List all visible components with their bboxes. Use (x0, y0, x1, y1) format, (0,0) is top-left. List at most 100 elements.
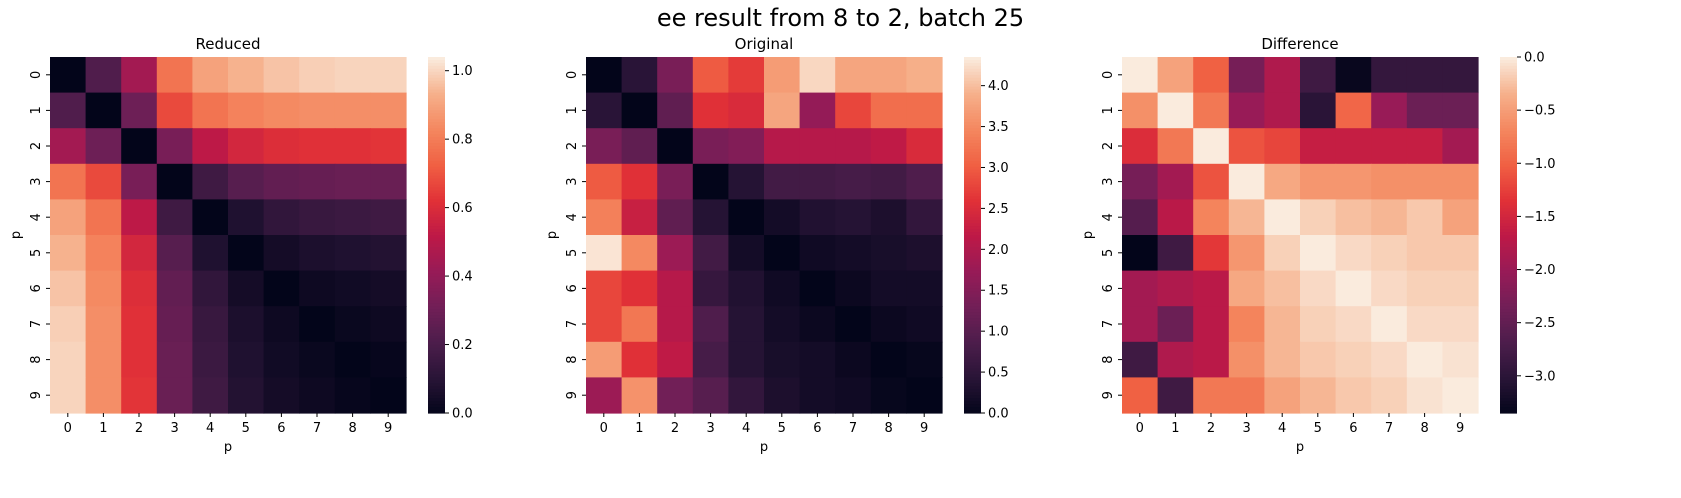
colorbar-segment (1500, 217, 1517, 221)
colorbar-segment (1500, 341, 1517, 346)
colorbar-segment (964, 205, 981, 209)
x-tick-label: 0 (600, 421, 608, 436)
heatmap-cell (799, 163, 836, 200)
colorbar-segment (1500, 365, 1517, 370)
heatmap-cell (1193, 57, 1230, 94)
colorbar-tick-label: 0.6 (452, 201, 473, 216)
heatmap-cell (1300, 199, 1337, 236)
heatmap-cell (50, 377, 87, 414)
colorbar-segment (1500, 157, 1517, 162)
colorbar-segment (1500, 279, 1517, 284)
colorbar-segment (964, 324, 981, 328)
x-tick-label: 8 (348, 421, 356, 436)
colorbar-segment (428, 125, 445, 129)
heatmap-cell (334, 57, 371, 94)
colorbar-segment (964, 217, 981, 221)
colorbar-tick-label: 1.5 (988, 284, 1009, 299)
y-tick-label: 9 (1101, 391, 1116, 399)
x-tick-label: 9 (384, 421, 392, 436)
heatmap-cell (1157, 235, 1194, 272)
heatmap-cell (1264, 92, 1301, 129)
colorbar-segment (1500, 321, 1517, 325)
colorbar-segment (964, 110, 981, 114)
heatmap-cell (621, 377, 658, 414)
colorbar-segment (964, 377, 981, 381)
heatmap-cell (621, 163, 658, 200)
heatmap-cell (1406, 341, 1443, 378)
heatmap-cell (1371, 128, 1408, 165)
colorbar-segment (964, 383, 981, 387)
heatmap-cell (299, 270, 336, 307)
colorbar-segment (428, 392, 445, 396)
heatmap-cell (1228, 128, 1265, 165)
x-tick-label: 0 (1136, 421, 1144, 436)
heatmap-cell (85, 57, 122, 94)
colorbar-segment (964, 62, 981, 67)
colorbar-tick-label: 0.0 (452, 407, 473, 422)
heatmap-cell (692, 270, 729, 307)
colorbar-segment (1500, 160, 1517, 165)
colorbar-segment (428, 335, 445, 340)
heatmap-cell (1122, 163, 1159, 200)
colorbar-segment (428, 113, 445, 117)
heatmap-cell (192, 57, 229, 94)
y-axis-label: p (1081, 231, 1096, 239)
heatmap-cell (835, 270, 872, 307)
heatmap-cell (621, 306, 658, 343)
colorbar-segment (964, 107, 981, 111)
colorbar-segment (428, 223, 445, 227)
colorbar-segment (1500, 83, 1517, 88)
heatmap-cell (228, 235, 265, 272)
colorbar-segment (964, 211, 981, 215)
x-tick-label: 2 (135, 421, 143, 436)
heatmap-cell (799, 341, 836, 378)
x-tick-label: 1 (99, 421, 107, 436)
x-tick-label: 4 (206, 421, 214, 436)
heatmap-cell (192, 199, 229, 236)
y-tick-label: 3 (29, 177, 44, 185)
heatmap-cell (121, 377, 158, 414)
colorbar-segment (964, 172, 981, 177)
heatmap-cell (299, 377, 336, 414)
heatmap-cell (334, 270, 371, 307)
y-tick-label: 0 (565, 71, 580, 79)
colorbar-segment (1500, 169, 1517, 174)
colorbar-segment (964, 181, 981, 186)
colorbar-segment (428, 300, 445, 304)
heatmap-cell (370, 163, 407, 200)
heatmap-cell (835, 128, 872, 165)
y-tick-label: 6 (565, 284, 580, 292)
heatmap-cell (692, 199, 729, 236)
colorbar-segment (428, 240, 445, 245)
colorbar-segment (1500, 350, 1517, 355)
colorbar-segment (428, 267, 445, 272)
colorbar-segment (428, 249, 445, 254)
heatmap-cell (1264, 57, 1301, 94)
colorbar-segment (1500, 104, 1517, 109)
heatmap-cell (764, 128, 801, 165)
colorbar-segment (1500, 175, 1517, 180)
heatmap-cell (692, 341, 729, 378)
colorbar-segment (1500, 315, 1517, 319)
heatmap-cell (334, 377, 371, 414)
heatmap-cell (1335, 377, 1372, 414)
colorbar-segment (964, 338, 981, 343)
heatmap-cell (228, 128, 265, 165)
heatmap-cell (1122, 92, 1159, 129)
heatmap-cell (1371, 306, 1408, 343)
y-tick-label: 8 (1101, 355, 1116, 363)
heatmap-cell (692, 377, 729, 414)
colorbar-segment (1500, 353, 1517, 358)
colorbar-segment (428, 291, 445, 295)
heatmap-cell (334, 92, 371, 129)
colorbar-segment (428, 202, 445, 206)
heatmap-cell (263, 377, 300, 414)
heatmap-cell (1371, 377, 1408, 414)
heatmap-cell (764, 92, 801, 129)
colorbar-segment (428, 193, 445, 198)
colorbar-segment (428, 341, 445, 346)
x-tick-label: 4 (742, 421, 750, 436)
heatmap-cell (586, 163, 623, 200)
y-tick-label: 9 (565, 391, 580, 399)
